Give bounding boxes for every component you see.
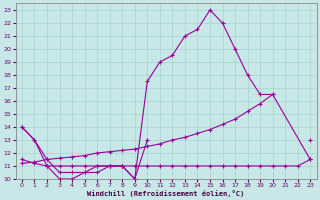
X-axis label: Windchill (Refroidissement éolien,°C): Windchill (Refroidissement éolien,°C) — [87, 190, 245, 197]
